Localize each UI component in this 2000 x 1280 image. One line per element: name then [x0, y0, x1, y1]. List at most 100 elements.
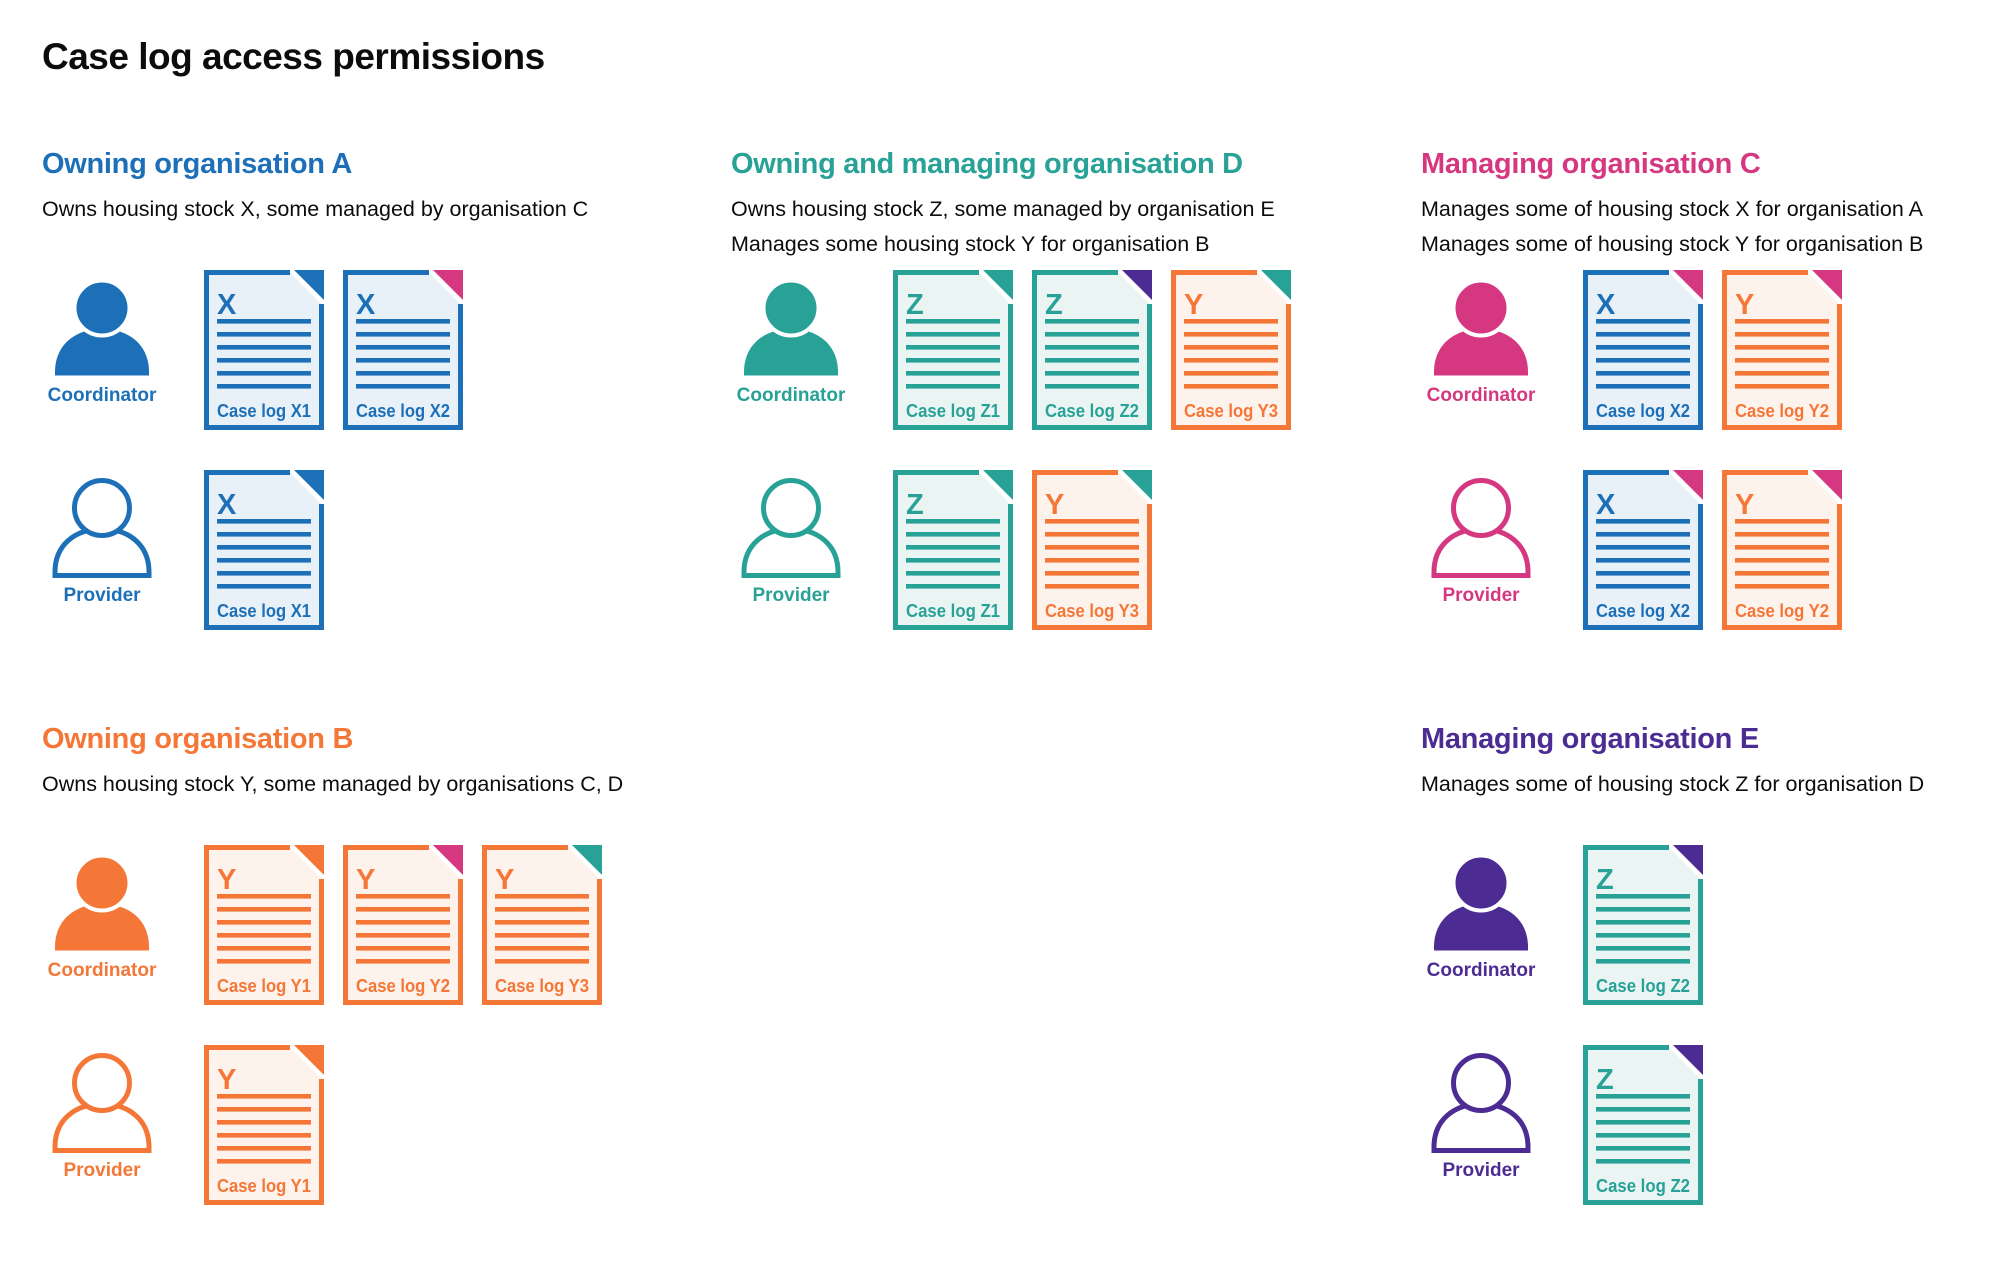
doc-list: X Case log X2 Y — [1583, 470, 1842, 630]
section-title: Managing organisation E — [1421, 723, 1759, 755]
section-managing-organisation-c: Managing organisation C Manages some of … — [1421, 147, 2000, 630]
doc-letter: Z — [906, 289, 924, 321]
doc-list: X Case log X2 Y — [1583, 270, 1842, 430]
case-log-doc: Y Case log Y2 — [343, 845, 463, 1005]
case-log-doc: Z Case log Z2 — [1583, 1045, 1703, 1205]
doc-letter: Y — [1735, 289, 1754, 321]
doc-letter: X — [217, 289, 237, 321]
doc-letter: Y — [217, 864, 236, 896]
role-label: Provider — [63, 1160, 141, 1181]
folded-corner-icon — [1673, 270, 1703, 300]
folded-corner-icon — [572, 845, 602, 875]
section-title: Owning organisation B — [42, 723, 354, 755]
doc-label: Case log Z2 — [1596, 1175, 1690, 1196]
folded-corner-icon — [1122, 270, 1152, 300]
case-log-doc: X Case log X1 — [204, 470, 324, 630]
doc-list: Z Case log Z2 — [1583, 845, 1703, 1005]
coordinator-figure: Coordinator — [731, 270, 851, 407]
doc-list: Z Case log Z2 — [1583, 1045, 1703, 1205]
case-log-doc: Z Case log Z2 — [1032, 270, 1152, 430]
role-label: Coordinator — [736, 385, 846, 406]
provider-figure: Provider — [42, 1045, 162, 1182]
role-label: Provider — [63, 585, 141, 606]
doc-letter: X — [217, 489, 237, 521]
doc-letter: Z — [1596, 864, 1614, 896]
doc-label: Case log Y1 — [217, 975, 311, 996]
doc-label: Case log X2 — [356, 400, 450, 421]
folded-corner-icon — [1673, 470, 1703, 500]
coordinator-row: Coordinator X Case log X1 — [42, 270, 463, 430]
doc-label: Case log Y2 — [1735, 400, 1829, 421]
doc-label: Case log Z2 — [1596, 975, 1690, 996]
coordinator-row: Coordinator X Case log X2 — [1421, 270, 1842, 430]
doc-text-lines-icon — [217, 894, 311, 964]
section-description: Owns housing stock Y, some managed by or… — [42, 772, 624, 796]
folded-corner-icon — [983, 470, 1013, 500]
folded-corner-icon — [294, 1045, 324, 1075]
case-log-doc: Y Case log Y3 — [1032, 470, 1152, 630]
case-log-doc: X Case log X2 — [1583, 470, 1703, 630]
section-title: Owning organisation A — [42, 148, 353, 180]
doc-list: Z Case log Z1 Y — [893, 470, 1152, 630]
doc-letter: X — [356, 289, 376, 321]
case-log-doc: X Case log X2 — [343, 270, 463, 430]
person-filled-icon — [1434, 853, 1528, 951]
coordinator-row: Coordinator Y Case log Y1 — [42, 845, 602, 1005]
person-filled-icon — [55, 853, 149, 951]
case-log-doc: Y Case log Y2 — [1722, 470, 1842, 630]
doc-letter: Y — [495, 864, 514, 896]
coordinator-row: Coordinator Z Case log Z1 — [731, 270, 1291, 430]
case-log-doc: Z Case log Z1 — [893, 470, 1013, 630]
role-label: Provider — [752, 585, 830, 606]
role-label: Coordinator — [1426, 960, 1536, 981]
doc-letter: X — [1596, 289, 1616, 321]
person-outline-icon — [52, 1053, 152, 1153]
doc-text-lines-icon — [1596, 1094, 1690, 1164]
doc-label: Case log Z2 — [1045, 400, 1139, 421]
doc-text-lines-icon — [1596, 519, 1690, 589]
provider-figure: Provider — [1421, 1045, 1541, 1182]
provider-row: Provider Y Case log Y1 — [42, 1045, 324, 1205]
section-description: Manages some of housing stock Z for orga… — [1421, 772, 1925, 796]
doc-text-lines-icon — [1045, 319, 1139, 389]
doc-text-lines-icon — [906, 319, 1000, 389]
section-title: Owning and managing organisation D — [731, 148, 1243, 180]
case-log-doc: Y Case log Y1 — [204, 1045, 324, 1205]
coordinator-figure: Coordinator — [42, 845, 162, 982]
coordinator-figure: Coordinator — [1421, 845, 1541, 982]
person-outline-icon — [741, 478, 841, 578]
role-label: Provider — [1442, 585, 1520, 606]
doc-text-lines-icon — [217, 519, 311, 589]
doc-letter: Y — [1184, 289, 1203, 321]
folded-corner-icon — [1812, 270, 1842, 300]
doc-letter: Y — [356, 864, 375, 896]
doc-text-lines-icon — [1045, 519, 1139, 589]
provider-figure: Provider — [731, 470, 851, 607]
doc-letter: Y — [1045, 489, 1064, 521]
doc-label: Case log X2 — [1596, 400, 1690, 421]
doc-text-lines-icon — [1735, 319, 1829, 389]
doc-letter: Z — [1045, 289, 1063, 321]
person-outline-icon — [52, 478, 152, 578]
case-log-doc: X Case log X2 — [1583, 270, 1703, 430]
case-log-doc: X Case log X1 — [204, 270, 324, 430]
doc-label: Case log Y3 — [1045, 600, 1139, 621]
person-outline-icon — [1431, 478, 1531, 578]
case-log-doc: Y Case log Y1 — [204, 845, 324, 1005]
coordinator-row: Coordinator Z Case log Z2 — [1421, 845, 1703, 1005]
provider-figure: Provider — [42, 470, 162, 607]
doc-text-lines-icon — [356, 319, 450, 389]
coordinator-figure: Coordinator — [42, 270, 162, 407]
doc-letter: Z — [906, 489, 924, 521]
provider-row: Provider Z Case log Z1 — [731, 470, 1152, 630]
folded-corner-icon — [1261, 270, 1291, 300]
doc-label: Case log X2 — [1596, 600, 1690, 621]
section-owning-organisation-b: Owning organisation B Owns housing stock… — [42, 722, 707, 1205]
case-log-doc: Z Case log Z1 — [893, 270, 1013, 430]
doc-list: X Case log X1 — [204, 470, 324, 630]
case-log-doc: Z Case log Z2 — [1583, 845, 1703, 1005]
provider-row: Provider Z Case log Z2 — [1421, 1045, 1703, 1205]
person-outline-icon — [1431, 1053, 1531, 1153]
folded-corner-icon — [983, 270, 1013, 300]
